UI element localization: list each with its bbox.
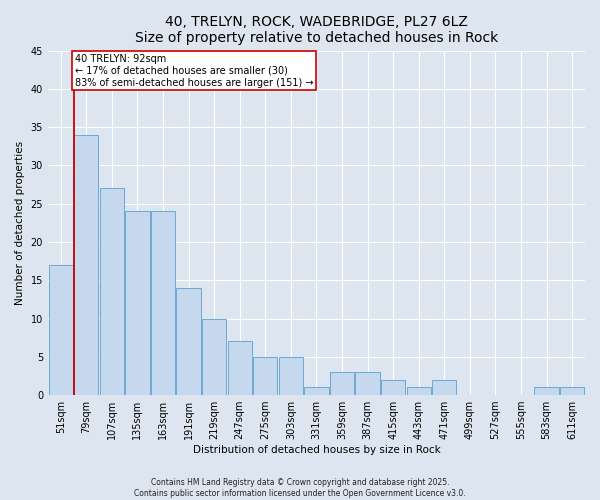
Bar	[304, 388, 329, 395]
Bar	[151, 212, 175, 395]
Bar	[49, 265, 73, 395]
Bar	[227, 342, 252, 395]
Text: 40 TRELYN: 92sqm
← 17% of detached houses are smaller (30)
83% of semi-detached : 40 TRELYN: 92sqm ← 17% of detached house…	[74, 54, 313, 88]
Bar	[407, 388, 431, 395]
Bar	[560, 388, 584, 395]
Y-axis label: Number of detached properties: Number of detached properties	[15, 140, 25, 305]
Bar	[355, 372, 380, 395]
Bar	[330, 372, 354, 395]
Bar	[432, 380, 457, 395]
X-axis label: Distribution of detached houses by size in Rock: Distribution of detached houses by size …	[193, 445, 440, 455]
Bar	[381, 380, 406, 395]
Bar	[176, 288, 201, 395]
Bar	[100, 188, 124, 395]
Title: 40, TRELYN, ROCK, WADEBRIDGE, PL27 6LZ
Size of property relative to detached hou: 40, TRELYN, ROCK, WADEBRIDGE, PL27 6LZ S…	[135, 15, 498, 45]
Bar	[279, 357, 303, 395]
Bar	[535, 388, 559, 395]
Bar	[74, 135, 98, 395]
Bar	[202, 318, 226, 395]
Text: Contains HM Land Registry data © Crown copyright and database right 2025.
Contai: Contains HM Land Registry data © Crown c…	[134, 478, 466, 498]
Bar	[125, 212, 149, 395]
Bar	[253, 357, 277, 395]
